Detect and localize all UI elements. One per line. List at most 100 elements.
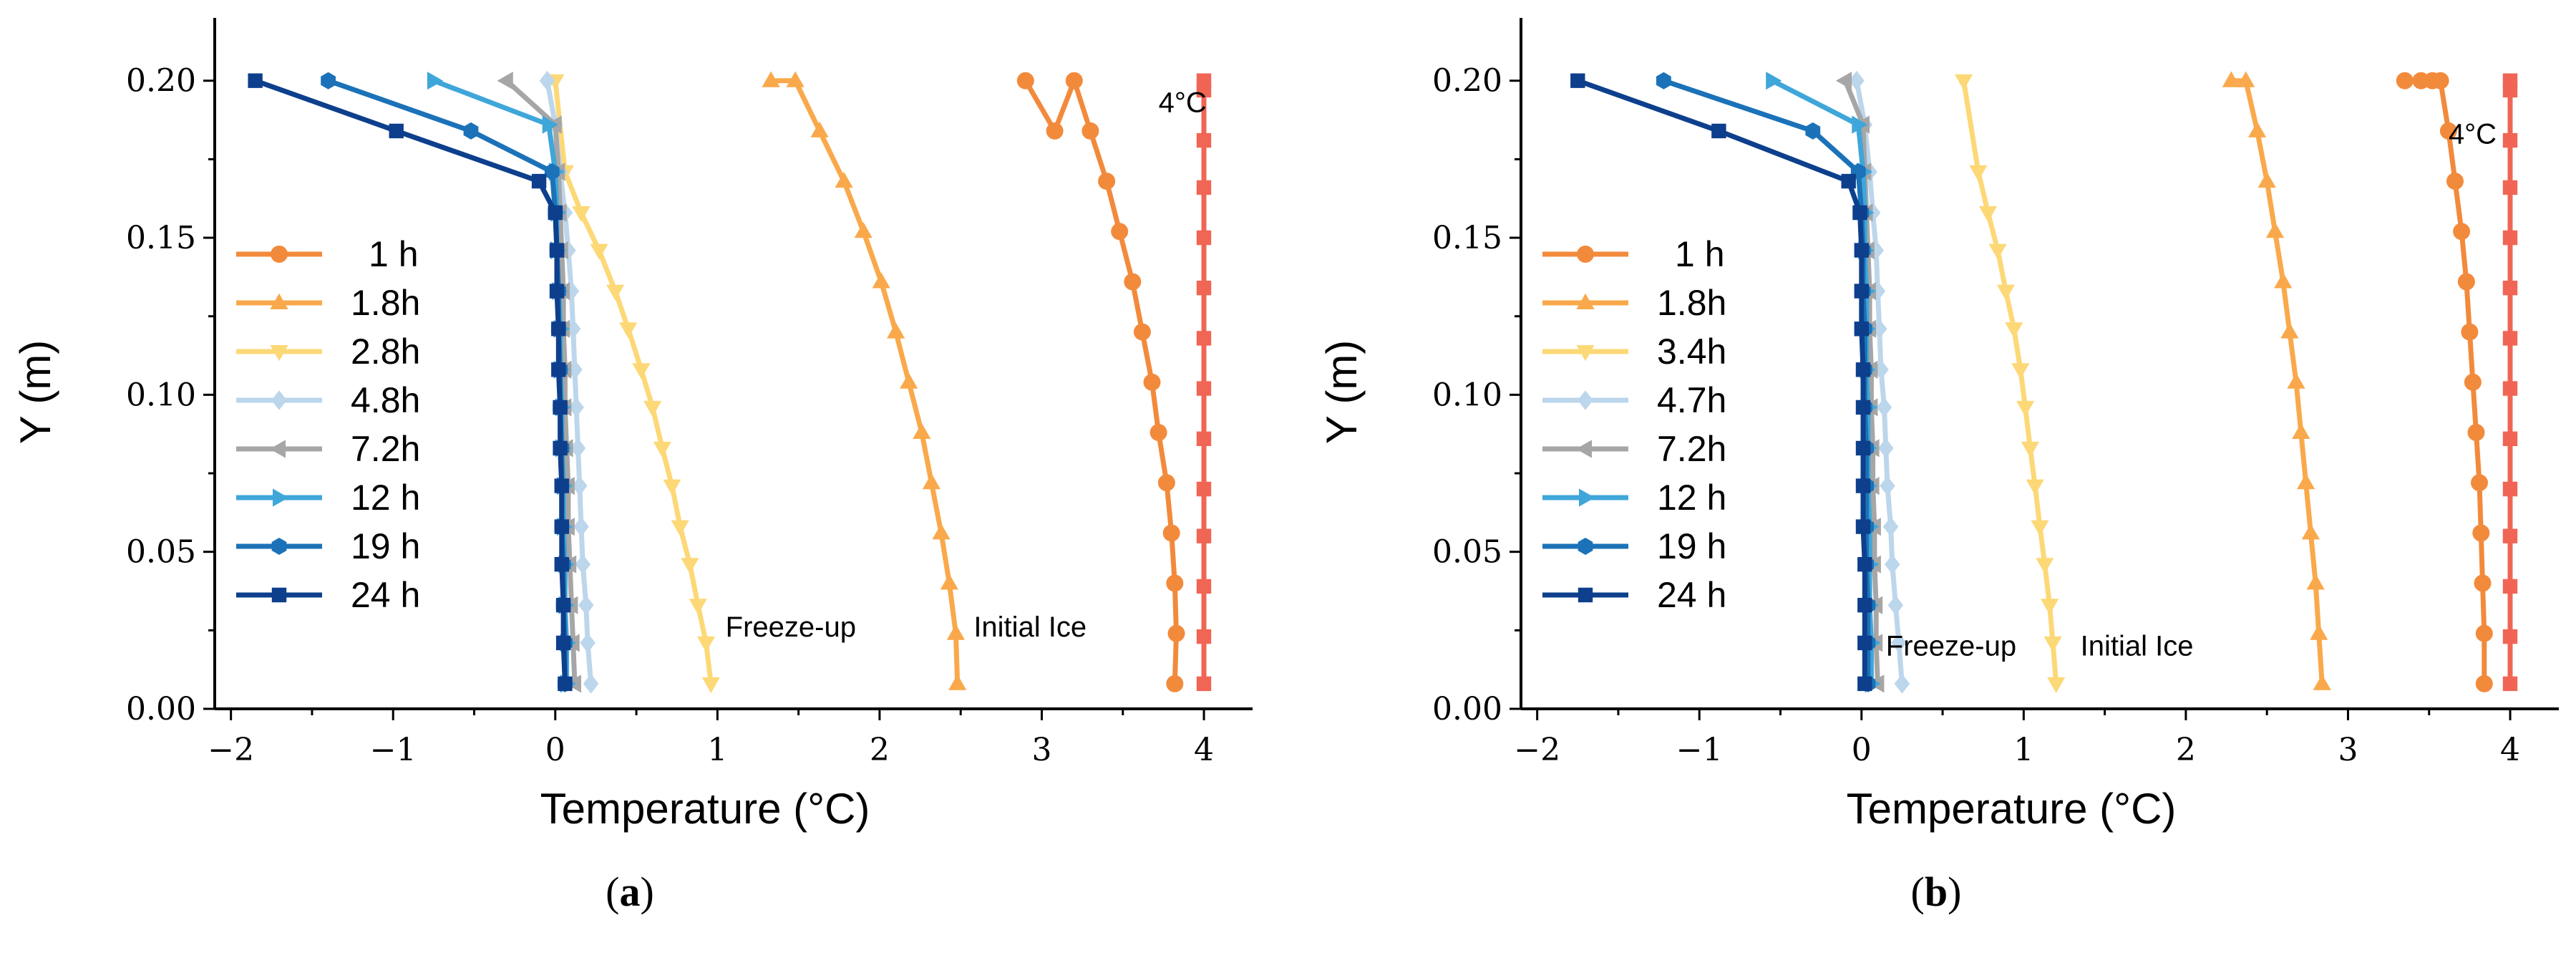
data-point: [1857, 557, 1872, 572]
data-point: [427, 72, 444, 90]
data-point: [1133, 323, 1151, 341]
data-point: [553, 440, 568, 456]
data-point: [2265, 222, 2285, 238]
data-point: [2257, 171, 2276, 188]
data-point: [2412, 72, 2430, 90]
data-point: [583, 674, 599, 694]
legend-marker: [270, 293, 288, 309]
x-axis-title: Temperature (°C): [540, 785, 870, 833]
data-point: [1835, 72, 1852, 90]
data-point: [590, 243, 608, 260]
data-point: [1098, 173, 1116, 190]
y-tick-label: 0.00: [1432, 691, 1502, 727]
data-point: [1988, 243, 2007, 260]
data-point: [573, 516, 589, 537]
data-point: [553, 400, 568, 415]
x-tick-label: −2: [208, 732, 254, 768]
legend-label: 24 h: [1657, 575, 1726, 615]
data-point: [689, 599, 707, 615]
data-point: [872, 272, 890, 289]
data-point: [2453, 223, 2471, 241]
data-point: [786, 71, 805, 87]
data-point: [551, 321, 566, 337]
data-point: [1046, 122, 1064, 140]
data-point: [2502, 676, 2518, 692]
data-point: [1196, 381, 1212, 396]
x-tick-label: 2: [870, 732, 890, 768]
legend-marker: [1576, 345, 1595, 362]
annotation: Initial Ice: [2081, 630, 2194, 662]
data-point: [2502, 331, 2518, 346]
data-point: [1196, 180, 1212, 195]
data-point: [810, 121, 829, 137]
data-point: [1766, 72, 1782, 90]
series-3-4h: [1954, 74, 2066, 694]
legend-marker: [1576, 293, 1595, 309]
data-point: [2446, 173, 2464, 190]
data-point: [544, 163, 560, 180]
data-point: [1885, 554, 1900, 574]
data-point: [1868, 240, 1884, 261]
series-line: [1854, 80, 1905, 684]
data-point: [1855, 440, 1871, 456]
data-point: [580, 633, 596, 653]
data-point: [2011, 363, 2030, 379]
data-point: [463, 122, 479, 140]
data-point: [1196, 331, 1212, 346]
legend-label: 3.4h: [1657, 332, 1726, 372]
data-point: [1849, 70, 1865, 91]
data-point: [1882, 516, 1899, 537]
data-point: [570, 438, 586, 458]
series-line: [2231, 78, 2325, 684]
data-point: [887, 322, 905, 339]
series-line: [254, 78, 568, 684]
legend: 1 h 1.8h 3.4h 4.7h 7.2h 12 h 19 h 24 h: [1542, 234, 1726, 615]
legend-label: 4.8h: [351, 380, 420, 420]
data-point: [554, 478, 569, 493]
data-point: [1196, 629, 1212, 644]
annotation: Freeze-up: [1886, 630, 2016, 662]
data-point: [940, 574, 958, 590]
data-point: [2464, 373, 2482, 391]
data-point: [1656, 72, 1671, 90]
data-point: [2036, 558, 2054, 574]
data-point: [643, 400, 662, 417]
data-point: [2502, 629, 2518, 644]
data-point: [1854, 321, 1869, 337]
data-point: [2237, 71, 2255, 87]
legend: 1 h 1.8h 2.8h 4.8h 7.2h 12 h 19 h 24 h: [236, 234, 420, 615]
data-point: [568, 397, 584, 417]
series-1-8h: [762, 71, 967, 690]
data-point: [762, 71, 780, 87]
data-point: [1196, 528, 1212, 543]
data-point: [946, 624, 965, 640]
data-point: [2043, 636, 2062, 653]
series-line: [545, 80, 594, 684]
data-point: [1891, 633, 1907, 653]
annotation: Initial Ice: [973, 611, 1087, 643]
legend-marker: [1575, 440, 1592, 458]
data-point: [2274, 272, 2293, 289]
legend-label: 19 h: [1657, 526, 1726, 566]
series-1-h: [1016, 72, 1185, 692]
data-point: [1855, 519, 1871, 534]
legend-label: 1 h: [1675, 234, 1725, 274]
data-point: [2031, 520, 2049, 536]
legend-marker: [273, 488, 289, 507]
data-point: [2026, 479, 2044, 495]
data-point: [1871, 319, 1887, 339]
data-point: [531, 173, 547, 189]
x-tick-label: −1: [370, 732, 417, 768]
data-point: [549, 284, 565, 299]
data-point: [1978, 206, 1998, 223]
x-axis-title: Temperature (°C): [1847, 785, 2177, 833]
data-point: [1065, 72, 1083, 90]
data-point: [1878, 438, 1894, 458]
data-point: [2301, 523, 2320, 540]
data-point: [1157, 474, 1175, 492]
data-point: [1887, 595, 1904, 615]
data-point: [1954, 74, 1973, 90]
data-point: [2016, 400, 2035, 417]
data-point: [1196, 281, 1212, 296]
